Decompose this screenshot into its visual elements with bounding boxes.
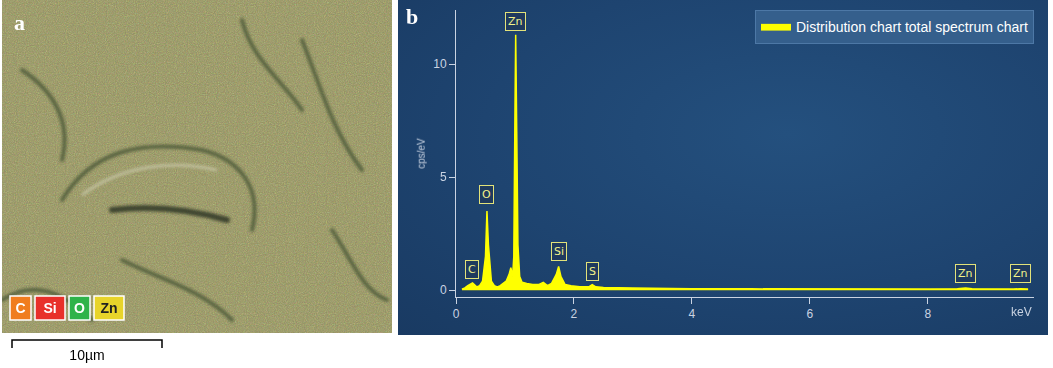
svg-text:0: 0 bbox=[453, 307, 460, 321]
svg-text:keV: keV bbox=[1011, 305, 1032, 319]
svg-text:a: a bbox=[14, 10, 25, 35]
svg-text:C: C bbox=[468, 263, 476, 276]
svg-text:S: S bbox=[589, 265, 596, 278]
svg-text:Zn: Zn bbox=[508, 15, 523, 28]
svg-text:5: 5 bbox=[440, 170, 447, 184]
svg-text:Si: Si bbox=[43, 300, 56, 316]
svg-text:O: O bbox=[482, 188, 491, 201]
svg-text:Distribution chart total spect: Distribution chart total spectrum chart bbox=[796, 19, 1028, 35]
svg-text:4: 4 bbox=[689, 307, 696, 321]
svg-text:Zn: Zn bbox=[958, 267, 973, 280]
svg-text:Zn: Zn bbox=[100, 300, 117, 316]
svg-text:Si: Si bbox=[554, 245, 564, 258]
svg-text:0: 0 bbox=[440, 283, 447, 297]
svg-text:10: 10 bbox=[433, 57, 447, 71]
svg-text:O: O bbox=[74, 300, 85, 316]
svg-text:Zn: Zn bbox=[1013, 267, 1028, 280]
svg-text:10µm: 10µm bbox=[69, 347, 104, 363]
svg-text:6: 6 bbox=[807, 307, 814, 321]
svg-text:2: 2 bbox=[571, 307, 578, 321]
html-text:b: b bbox=[406, 4, 419, 29]
svg-text:8: 8 bbox=[924, 307, 931, 321]
svg-text:C: C bbox=[15, 300, 25, 316]
svg-text:cps/eV: cps/eV bbox=[415, 138, 426, 169]
